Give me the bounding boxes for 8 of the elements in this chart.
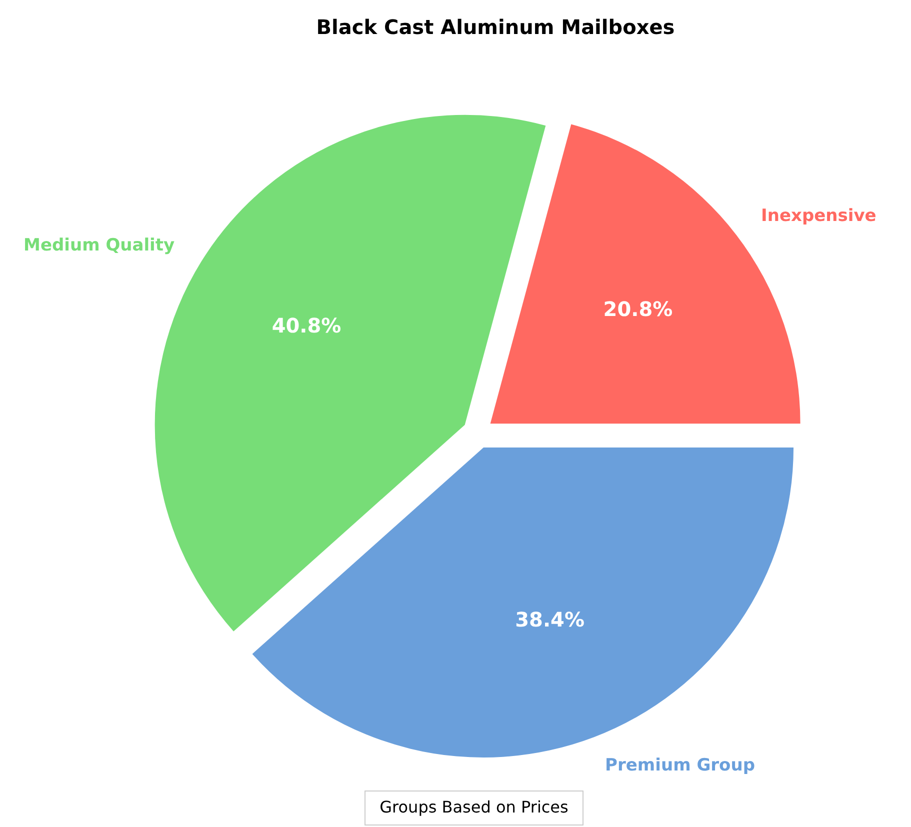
slice-label: Inexpensive (761, 206, 876, 226)
slice-label: Premium Group (605, 756, 755, 776)
data-label: 20.8% (603, 296, 673, 321)
text: Groups Based on Prices (380, 797, 568, 816)
chart-title: Black Cast Aluminum Mailboxes (316, 15, 675, 39)
data-label: 40.8% (272, 314, 342, 338)
slice-label: Medium Quality (24, 235, 175, 256)
data-label: 38.4% (515, 608, 585, 632)
